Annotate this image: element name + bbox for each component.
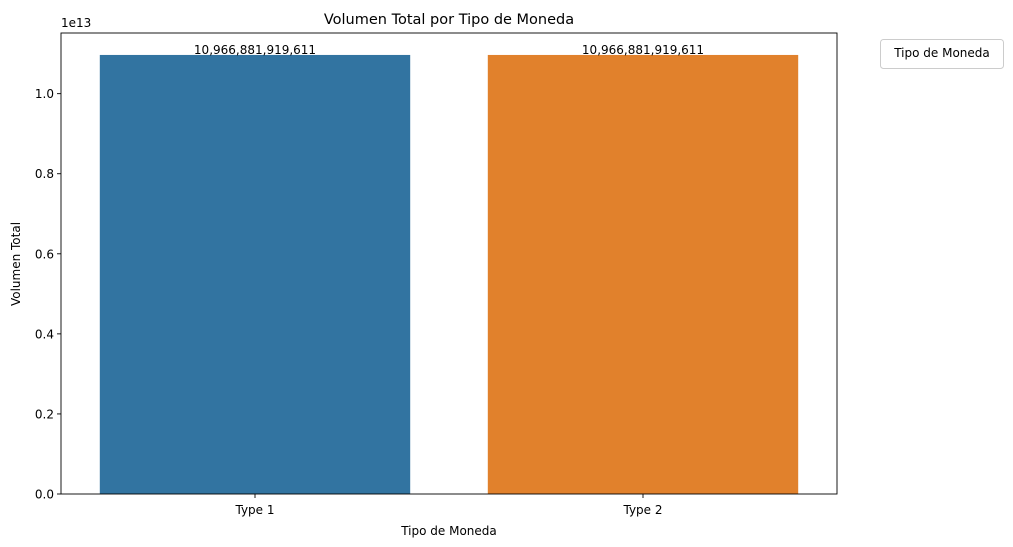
y-tick-label: 0.4 [35, 327, 54, 341]
y-tick-label: 1.0 [35, 87, 54, 101]
legend-box [880, 39, 1004, 69]
y-axis-label: Volumen Total [9, 222, 23, 306]
chart-title: Volumen Total por Tipo de Moneda [324, 12, 574, 28]
legend: Tipo de Moneda [880, 39, 1004, 69]
plot-frame [60, 32, 838, 495]
bar-value-label: 10,966,881,919,611 [194, 43, 316, 57]
x-axis-label: Tipo de Moneda [400, 524, 497, 538]
y-tick-label: 0.6 [35, 247, 54, 261]
bar-type-1 [99, 54, 411, 494]
bar-value-label: 10,966,881,919,611 [582, 43, 704, 57]
y-tick-label: 0.0 [35, 488, 54, 502]
y-tick-label: 0.2 [35, 407, 54, 421]
bar-type-2 [487, 54, 799, 494]
plot-marks: 0.0 0.2 0.4 0.6 0.8 1.0 Type 1 10,966,881,919,6… [35, 43, 799, 517]
y-tick-label: 0.8 [35, 167, 54, 181]
x-tick-label: Type 2 [622, 503, 662, 517]
legend-title: Tipo de Moneda [893, 46, 990, 60]
x-tick-label: Type 1 [234, 503, 274, 517]
y-axis-offset-label: 1e13 [61, 16, 91, 30]
